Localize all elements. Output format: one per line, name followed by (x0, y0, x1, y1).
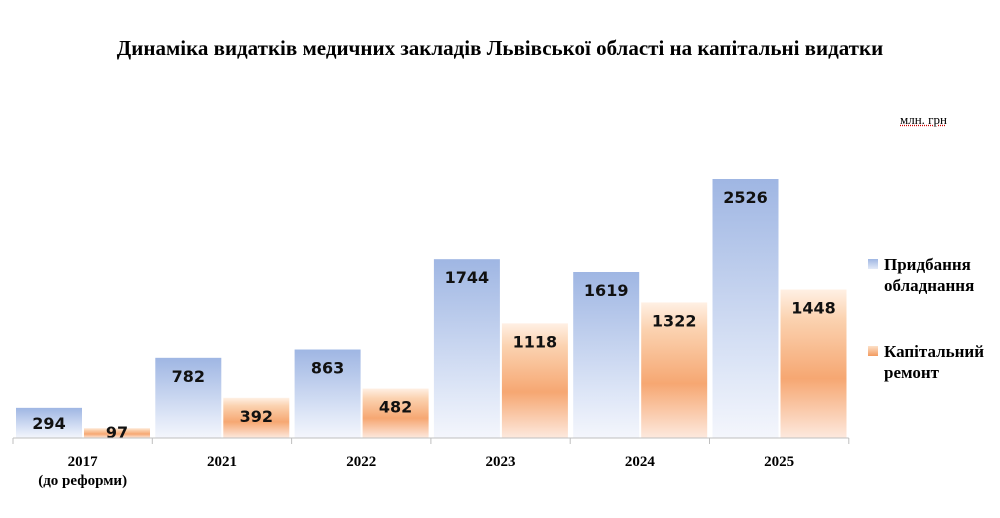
unit-text: млн. грн (900, 112, 947, 127)
data-label-equipment-2017: 294 (32, 414, 65, 433)
x-ticks-group (12, 438, 850, 444)
x-tick-label-2017: 2017 (68, 454, 99, 470)
data-label-repair-2022: 482 (379, 398, 412, 417)
bar-equipment-2017 (16, 407, 82, 438)
x-tick-label-2025: 2025 (764, 454, 794, 470)
x-tick-label-2017-sub: (до реформи) (38, 473, 127, 489)
bar-repair-2024 (641, 302, 708, 438)
x-tick-label-2024: 2024 (625, 454, 656, 470)
bars-group: 294 97 782 392 863 482 1744 1118 1619 1322 2526 144… (16, 179, 847, 442)
bar-repair-2021 (223, 397, 290, 438)
legend-swatch-orange (868, 346, 878, 356)
data-label-equipment-2023: 1744 (445, 268, 490, 287)
bar-repair-2023 (501, 323, 568, 438)
bar-repair-2022 (362, 388, 429, 438)
bar-equipment-2024 (573, 271, 640, 438)
bar-equipment-2021 (155, 357, 222, 438)
x-tick-label-2022: 2022 (346, 454, 376, 470)
data-label-repair-2025: 1448 (791, 299, 836, 318)
bar-equipment-2025 (712, 179, 779, 438)
x-tick-label-2021: 2021 (207, 454, 237, 470)
data-label-repair-2024: 1322 (652, 311, 697, 330)
data-label-equipment-2025: 2526 (723, 188, 768, 207)
bar-equipment-2023 (433, 259, 500, 438)
x-labels-group: 2017 (до реформи) 2021 2022 2023 2024 2025 (38, 454, 794, 489)
data-label-repair-2021: 392 (240, 407, 273, 426)
data-label-equipment-2024: 1619 (584, 281, 629, 300)
bar-repair-2017 (84, 428, 150, 438)
x-tick-label-2023: 2023 (486, 454, 516, 470)
bar-repair-2025 (780, 289, 847, 438)
legend-swatch-blue (868, 259, 878, 269)
legend-label-repair: Капітальний ремонт (884, 342, 985, 382)
data-label-repair-2023: 1118 (513, 332, 558, 351)
legend-label-equipment: Придбання обладнання (884, 255, 975, 295)
bar-equipment-2022 (294, 349, 361, 438)
data-label-equipment-2022: 863 (311, 359, 344, 378)
data-label-repair-2017: 97 (106, 423, 128, 442)
chart-title: Динаміка видатків медичних закладів Льві… (116, 36, 884, 60)
data-label-equipment-2021: 782 (172, 367, 205, 386)
legend-item-repair: Капітальний ремонт (868, 341, 984, 383)
legend-item-equipment: Придбання обладнання (868, 254, 974, 296)
unit-label: млн. грн (900, 112, 990, 128)
